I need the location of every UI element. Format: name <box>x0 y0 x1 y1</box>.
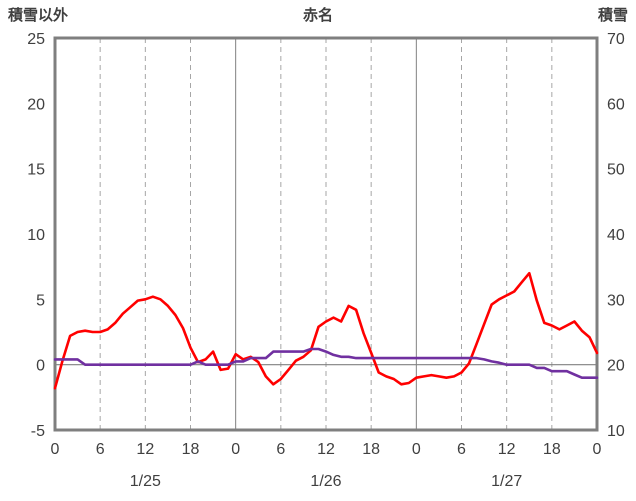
series-line-snow-depth <box>53 347 599 380</box>
left-tick-label: 20 <box>27 96 45 113</box>
right-tick-label: 50 <box>607 162 625 179</box>
left-tick-label: 25 <box>27 31 45 48</box>
x-tick-label: 0 <box>412 441 421 458</box>
plot-border <box>53 36 599 432</box>
left-tick-label: 5 <box>36 292 45 309</box>
left-tick-label: 15 <box>27 162 45 179</box>
left-tick-label: -5 <box>31 423 45 440</box>
x-tick-label: 18 <box>362 441 380 458</box>
x-tick-label: 6 <box>96 441 105 458</box>
x-tick-label: 18 <box>543 441 561 458</box>
date-label: 1/25 <box>130 473 161 490</box>
right-tick-label: 10 <box>607 423 625 440</box>
x-tick-label: 0 <box>231 441 240 458</box>
x-tick-label: 18 <box>182 441 200 458</box>
date-label: 1/27 <box>491 473 522 490</box>
chart-title: 赤名 <box>302 7 333 24</box>
right-tick-label: 40 <box>607 227 625 244</box>
left-tick-label: 0 <box>36 358 45 375</box>
x-tick-label: 12 <box>136 441 154 458</box>
x-tick-label: 6 <box>276 441 285 458</box>
x-tick-label: 0 <box>593 441 602 458</box>
left-axis-label: 積雪以外 <box>8 7 69 24</box>
right-tick-label: 60 <box>607 96 625 113</box>
x-tick-label: 12 <box>498 441 516 458</box>
x-tick-label: 0 <box>51 441 60 458</box>
x-tick-label: 12 <box>317 441 335 458</box>
right-axis-label: 積雪 <box>597 7 628 24</box>
right-tick-label: 70 <box>607 31 625 48</box>
x-tick-label: 6 <box>457 441 466 458</box>
series-line-non-snow <box>53 271 599 390</box>
right-tick-label: 30 <box>607 292 625 309</box>
right-tick-label: 20 <box>607 358 625 375</box>
date-label: 1/26 <box>310 473 341 490</box>
left-tick-label: 10 <box>27 227 45 244</box>
